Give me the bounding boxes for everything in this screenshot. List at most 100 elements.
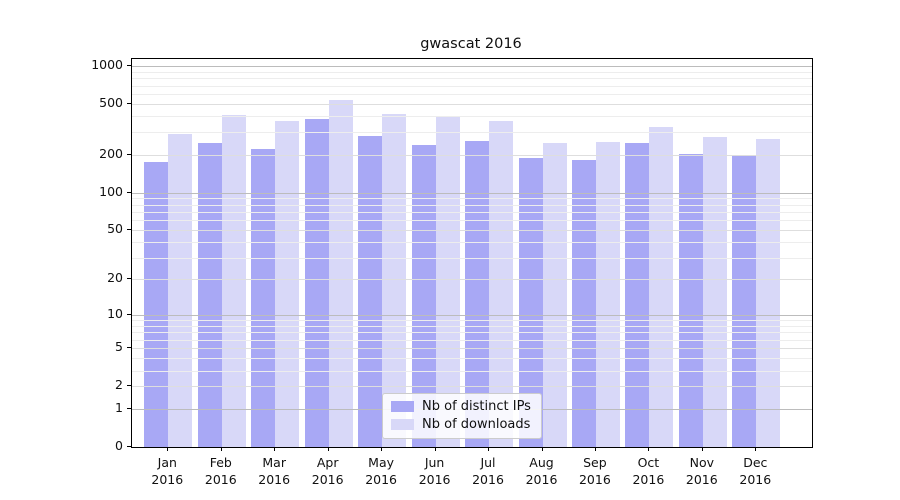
y-tick-label-100: 100 — [99, 183, 123, 199]
y-tick-label-5: 5 — [115, 339, 123, 355]
y-tick-label-200: 200 — [99, 145, 123, 161]
bar-distinct-ips-dec — [732, 154, 757, 447]
legend-item-downloads: Nb of downloads — [391, 417, 531, 432]
bar-distinct-ips-feb — [197, 142, 222, 447]
gridline-20 — [132, 279, 812, 281]
x-tick-mark-may — [381, 447, 383, 451]
bar-distinct-ips-jan — [144, 161, 169, 447]
gridline-60 — [132, 220, 812, 222]
x-tick-label-aug: Aug 2016 — [512, 454, 572, 488]
y-tick-label-500: 500 — [99, 95, 123, 111]
x-tick-mark-mar — [274, 447, 276, 451]
y-tick-label-1: 1 — [115, 399, 123, 415]
gridline-900 — [132, 71, 812, 73]
gridline-400 — [132, 116, 812, 118]
x-tick-year-jan: 2016 — [151, 472, 184, 487]
x-tick-year-jun: 2016 — [418, 472, 451, 487]
legend-swatch-downloads — [391, 419, 414, 430]
x-tick-label-dec: Dec 2016 — [725, 454, 785, 488]
bar-distinct-ips-may — [358, 136, 383, 447]
y-tick-mark-1 — [127, 407, 131, 409]
y-tick-mark-200 — [127, 153, 131, 155]
x-tick-year-jul: 2016 — [472, 472, 504, 487]
chart-title: gwascat 2016 — [420, 36, 522, 52]
bar-downloads-nov — [702, 136, 727, 447]
bar-downloads-jun — [435, 116, 460, 447]
gridline-700 — [132, 85, 812, 87]
x-tick-label-sep: Sep 2016 — [565, 454, 625, 488]
x-tick-label-feb: Feb 2016 — [191, 454, 251, 488]
y-tick-mark-0 — [127, 446, 131, 447]
bar-downloads-mar — [275, 121, 300, 447]
gridline-80 — [132, 204, 812, 206]
y-tick-mark-1000 — [127, 64, 131, 66]
y-tick-mark-2 — [127, 385, 131, 387]
y-tick-mark-500 — [127, 103, 131, 105]
gridline-7 — [132, 332, 812, 334]
x-tick-mark-jan — [167, 447, 169, 451]
x-tick-label-nov: Nov 2016 — [672, 454, 732, 488]
y-tick-mark-50 — [127, 229, 131, 231]
bar-downloads-feb — [221, 115, 246, 447]
x-tick-year-sep: 2016 — [578, 472, 611, 487]
x-tick-label-jul: Jul 2016 — [458, 454, 518, 488]
x-tick-mark-jun — [434, 447, 436, 451]
x-tick-mark-oct — [648, 447, 650, 451]
gridline-70 — [132, 211, 812, 213]
plot-area: Nb of distinct IPs Nb of downloads — [131, 58, 813, 448]
gridline-800 — [132, 78, 812, 80]
gridline-1000 — [132, 65, 812, 67]
bar-downloads-jul — [489, 120, 513, 447]
gridline-30 — [132, 257, 812, 259]
bar-distinct-ips-apr — [304, 118, 329, 447]
bar-distinct-ips-oct — [625, 142, 650, 447]
x-tick-mark-dec — [755, 447, 757, 451]
x-tick-label-mar: Mar 2016 — [244, 454, 304, 488]
x-tick-label-jun: Jun 2016 — [405, 454, 465, 488]
x-tick-label-apr: Apr 2016 — [298, 454, 358, 488]
gridline-6 — [132, 339, 812, 341]
x-tick-year-nov: 2016 — [685, 472, 718, 487]
x-tick-year-oct: 2016 — [632, 472, 665, 487]
gridline-600 — [132, 94, 812, 96]
bar-distinct-ips-nov — [678, 153, 703, 447]
bar-distinct-ips-sep — [571, 160, 596, 447]
gridline-3 — [132, 370, 812, 372]
bar-downloads-jan — [168, 134, 193, 447]
y-tick-mark-5 — [127, 347, 131, 349]
gridline-40 — [132, 242, 812, 244]
bar-downloads-apr — [328, 99, 353, 447]
legend-label-downloads: Nb of downloads — [422, 417, 531, 432]
y-tick-mark-100 — [127, 191, 131, 193]
x-tick-mark-sep — [594, 447, 596, 451]
gridline-200 — [132, 154, 812, 156]
gridline-4 — [132, 358, 812, 360]
bar-downloads-dec — [756, 138, 781, 447]
bar-downloads-sep — [595, 142, 620, 447]
legend: Nb of distinct IPs Nb of downloads — [382, 393, 542, 439]
y-tick-label-0: 0 — [115, 438, 123, 453]
bar-downloads-oct — [649, 126, 674, 447]
legend-swatch-distinct-ips — [391, 401, 414, 412]
bar-downloads-may — [382, 113, 407, 447]
bar-downloads-aug — [542, 142, 567, 447]
gridline-90 — [132, 198, 812, 200]
x-tick-year-mar: 2016 — [258, 472, 291, 487]
y-tick-label-1000: 1000 — [91, 56, 123, 72]
gridline-2 — [132, 386, 812, 388]
x-tick-mark-jul — [488, 447, 489, 451]
legend-label-distinct-ips: Nb of distinct IPs — [422, 399, 531, 414]
gridline-8 — [132, 325, 812, 327]
x-tick-year-may: 2016 — [365, 472, 397, 487]
x-tick-year-apr: 2016 — [311, 472, 344, 487]
y-tick-mark-20 — [127, 278, 131, 280]
y-tick-label-2: 2 — [115, 377, 123, 393]
gridline-9 — [132, 320, 812, 321]
gridline-300 — [132, 132, 812, 134]
x-tick-mark-aug — [541, 447, 543, 451]
gridline-5 — [132, 348, 812, 350]
x-tick-year-aug: 2016 — [525, 472, 558, 487]
x-tick-label-may: May 2016 — [351, 454, 411, 488]
gridline-10 — [132, 314, 812, 316]
